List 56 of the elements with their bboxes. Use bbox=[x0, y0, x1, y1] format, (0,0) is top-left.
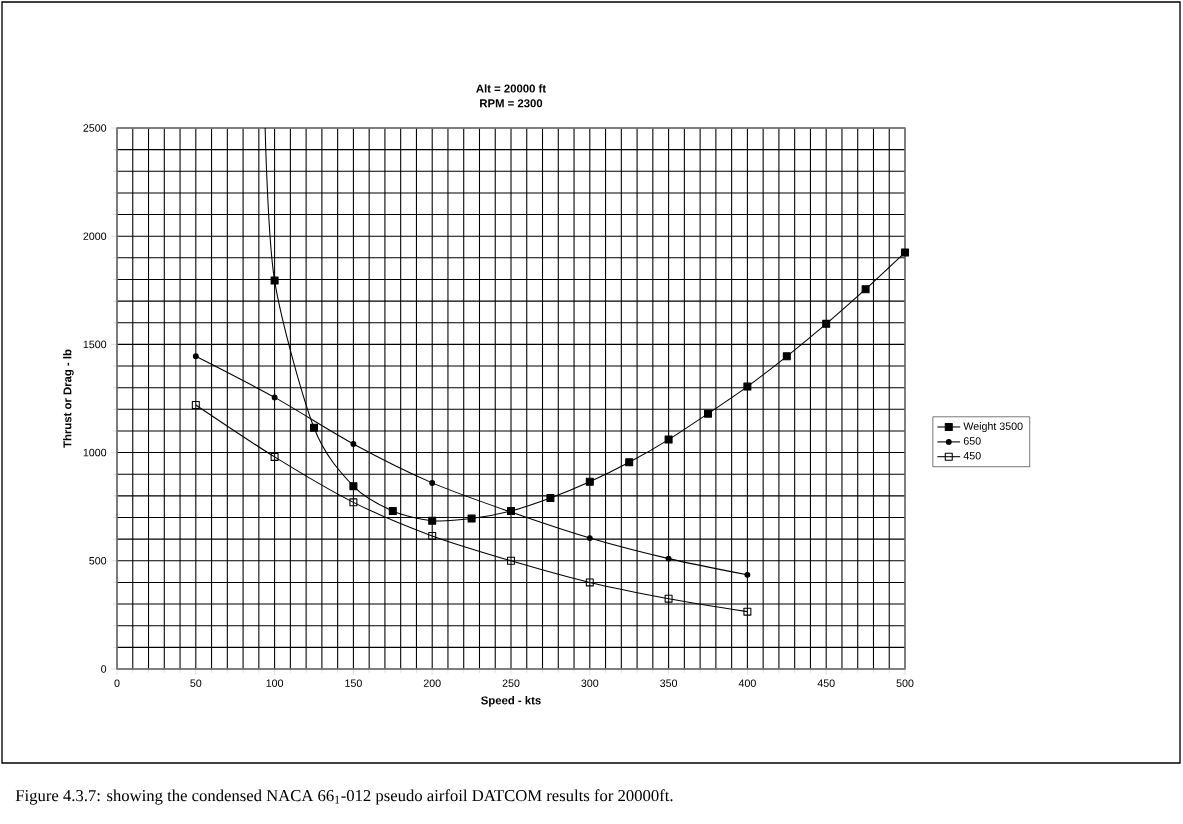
x-tick-label: 300 bbox=[581, 679, 599, 687]
x-tick-label: 100 bbox=[266, 679, 284, 687]
point bbox=[822, 319, 831, 328]
point bbox=[664, 435, 673, 444]
x-axis-title: Speed - kts bbox=[481, 696, 541, 707]
point bbox=[191, 400, 200, 409]
point bbox=[546, 494, 555, 503]
y-axis-title: Thrust or Drag - lb bbox=[63, 349, 74, 448]
point bbox=[428, 516, 437, 525]
x-tick-label: 150 bbox=[345, 679, 362, 687]
point bbox=[388, 507, 397, 516]
point bbox=[625, 458, 634, 467]
point bbox=[428, 531, 437, 540]
point bbox=[782, 352, 791, 361]
point bbox=[900, 248, 909, 257]
legend-label: 450 bbox=[963, 451, 981, 460]
x-tick-label: 450 bbox=[817, 679, 835, 687]
y-tick-label: 0 bbox=[101, 665, 107, 673]
y-tick-label: 2000 bbox=[83, 232, 107, 240]
point bbox=[664, 594, 673, 603]
x-tick-label: 50 bbox=[190, 679, 202, 687]
point bbox=[665, 555, 672, 562]
chart-title: Alt = 20000 ft bbox=[476, 84, 546, 93]
x-tick-label: 350 bbox=[660, 679, 678, 687]
point bbox=[429, 479, 436, 486]
x-tick-label: 500 bbox=[896, 679, 914, 687]
point bbox=[310, 423, 319, 432]
x-tick-label: 250 bbox=[502, 679, 520, 687]
point bbox=[507, 556, 516, 565]
caption: Figure 4.3.7: showing the condensed NACA 66$_{1}$-012 pseudo airfoil DATCOM results for 20000ft. bbox=[15, 789, 673, 805]
point bbox=[743, 382, 752, 391]
point bbox=[349, 498, 358, 507]
point bbox=[743, 607, 752, 616]
x-tick-label: 400 bbox=[738, 679, 756, 687]
point bbox=[271, 394, 278, 401]
point bbox=[467, 514, 476, 523]
y-tick-label: 1000 bbox=[83, 448, 107, 457]
x-tick-label: 0 bbox=[114, 679, 120, 687]
point bbox=[350, 440, 357, 447]
point bbox=[270, 276, 279, 285]
legend-label: 650 bbox=[963, 437, 981, 445]
point bbox=[586, 535, 593, 541]
point bbox=[861, 285, 870, 294]
y-tick-label: 1500 bbox=[83, 340, 107, 349]
point bbox=[744, 571, 751, 578]
point bbox=[192, 353, 199, 360]
point bbox=[585, 578, 594, 587]
point bbox=[585, 477, 594, 486]
legend-label: Weight 3500 bbox=[963, 422, 1023, 433]
point bbox=[270, 452, 279, 461]
point bbox=[349, 482, 358, 491]
y-tick-label: 2500 bbox=[83, 124, 107, 132]
point bbox=[703, 409, 713, 418]
y-tick-label: 500 bbox=[89, 557, 107, 565]
x-tick-label: 200 bbox=[423, 679, 441, 687]
chart-subtitle: RPM = 2300 bbox=[480, 99, 543, 108]
